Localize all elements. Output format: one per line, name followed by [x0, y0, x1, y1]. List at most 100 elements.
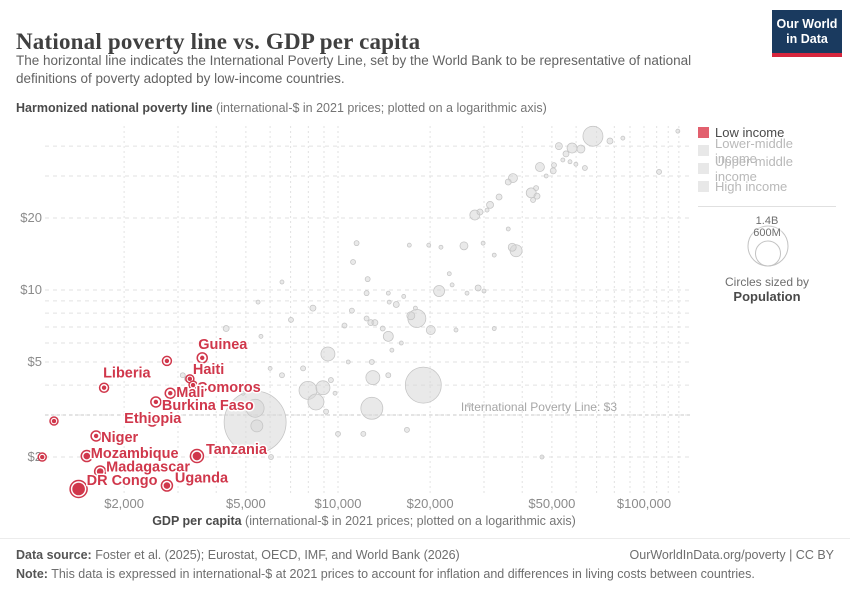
scatter-point[interactable] [279, 279, 285, 285]
scatter-point[interactable] [484, 207, 490, 213]
scatter-point[interactable] [474, 284, 482, 292]
scatter-point[interactable] [491, 326, 497, 331]
scatter-point-low-income[interactable] [187, 376, 193, 382]
scatter-point[interactable] [341, 322, 348, 329]
scatter-point[interactable] [576, 144, 586, 154]
scatter-point[interactable] [566, 142, 578, 154]
scatter-point[interactable] [382, 330, 394, 342]
scatter-point[interactable] [392, 301, 400, 308]
scatter-point[interactable] [453, 327, 459, 333]
scatter-point[interactable] [562, 150, 570, 158]
scatter-point[interactable] [389, 347, 395, 353]
scatter-point[interactable] [404, 366, 442, 404]
scatter-point[interactable] [363, 315, 370, 322]
scatter-point[interactable] [279, 372, 285, 379]
scatter-point-low-income[interactable] [192, 451, 202, 461]
scatter-point[interactable] [267, 365, 273, 371]
scatter-point-low-income[interactable] [93, 433, 99, 439]
scatter-point[interactable] [433, 285, 445, 297]
scatter-point[interactable] [560, 157, 566, 163]
scatter-point[interactable] [504, 178, 512, 186]
scatter-point[interactable] [582, 125, 604, 147]
legend-item-upper-middle-income[interactable]: Upper-middle income [698, 154, 836, 184]
scatter-point[interactable] [464, 290, 470, 296]
scatter-point-low-income[interactable] [51, 418, 57, 424]
scatter-point-low-income[interactable] [164, 358, 170, 364]
scatter-point[interactable] [606, 137, 614, 145]
scatter-point[interactable] [476, 208, 484, 216]
scatter-point[interactable] [371, 319, 379, 327]
scatter-point[interactable] [315, 380, 331, 396]
scatter-point[interactable] [335, 431, 341, 437]
scatter-point[interactable] [323, 408, 329, 415]
scatter-point[interactable] [567, 159, 573, 165]
scatter-point[interactable] [240, 390, 246, 396]
scatter-point[interactable] [481, 288, 487, 294]
scatter-point-low-income[interactable] [200, 355, 205, 361]
scatter-point[interactable] [360, 396, 384, 420]
scatter-point[interactable] [551, 162, 557, 169]
scatter-point[interactable] [368, 359, 375, 365]
scatter-point[interactable] [425, 325, 436, 335]
scatter-point[interactable] [250, 419, 264, 433]
scatter-point[interactable] [446, 271, 452, 277]
legend-item-high-income[interactable]: High income [698, 178, 836, 195]
scatter-point[interactable] [466, 402, 472, 408]
scatter-point[interactable] [533, 192, 541, 200]
scatter-point[interactable] [507, 242, 517, 252]
scatter-point[interactable] [364, 276, 371, 283]
scatter-point[interactable] [398, 340, 404, 346]
scatter-point[interactable] [675, 128, 681, 134]
scatter-point[interactable] [350, 259, 356, 265]
scatter-point[interactable] [459, 241, 469, 251]
scatter-point[interactable] [539, 454, 545, 460]
scatter-point[interactable] [495, 193, 503, 201]
scatter-point[interactable] [549, 167, 557, 175]
scatter-point-low-income[interactable] [101, 385, 107, 390]
scatter-point[interactable] [268, 454, 274, 460]
scatter-point[interactable] [222, 325, 230, 332]
scatter-point[interactable] [309, 304, 317, 312]
scatter-point[interactable] [505, 226, 511, 232]
owid-logo[interactable]: Our World in Data [772, 10, 842, 57]
scatter-point[interactable] [573, 161, 579, 167]
scatter-point[interactable] [406, 242, 412, 248]
scatter-point-low-income[interactable] [153, 399, 159, 405]
scatter-point[interactable] [385, 372, 392, 379]
scatter-point[interactable] [345, 359, 351, 365]
scatter-point[interactable] [656, 169, 662, 175]
scatter-point[interactable] [620, 135, 626, 141]
scatter-point-low-income[interactable] [72, 482, 85, 496]
scatter-point[interactable] [365, 370, 381, 385]
scatter-point-low-income[interactable] [40, 454, 45, 460]
scatter-point[interactable] [404, 426, 410, 433]
scatter-point[interactable] [353, 240, 360, 247]
scatter-point-low-income[interactable] [149, 418, 155, 424]
scatter-point-low-income[interactable] [190, 382, 196, 388]
scatter-point[interactable] [533, 185, 539, 191]
scatter-point[interactable] [288, 316, 294, 323]
scatter-point[interactable] [406, 311, 416, 321]
scatter-point[interactable] [328, 377, 334, 383]
scatter-point[interactable] [385, 290, 391, 296]
scatter-point[interactable] [543, 173, 549, 179]
scatter-point[interactable] [360, 431, 367, 437]
scatter-point[interactable] [530, 197, 536, 203]
scatter-point[interactable] [582, 165, 588, 171]
scatter-point[interactable] [363, 290, 370, 297]
scatter-point[interactable] [307, 393, 325, 411]
scatter-point[interactable] [401, 294, 407, 299]
scatter-point[interactable] [245, 398, 265, 418]
scatter-point-low-income[interactable] [83, 452, 91, 460]
scatter-point[interactable] [426, 242, 432, 248]
legend-item-lower-middle-income[interactable]: Lower-middle income [698, 136, 836, 166]
scatter-point[interactable] [412, 305, 418, 311]
scatter-point[interactable] [348, 307, 355, 314]
owid-link[interactable]: OurWorldInData.org/poverty | CC BY [629, 548, 834, 562]
scatter-point[interactable] [486, 201, 494, 209]
scatter-point[interactable] [255, 299, 261, 305]
scatter-point-low-income[interactable] [163, 482, 171, 489]
scatter-point[interactable] [480, 240, 486, 246]
legend-item-low-income[interactable]: Low income [698, 124, 836, 141]
